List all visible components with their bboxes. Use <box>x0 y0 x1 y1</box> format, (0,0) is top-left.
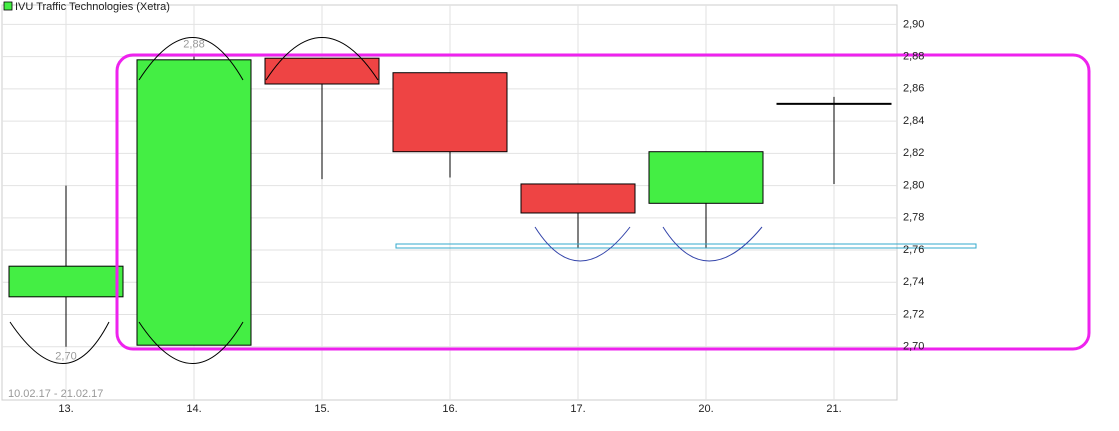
x-tick-label: 14. <box>186 403 201 415</box>
annotation-curves <box>9 37 379 364</box>
x-tick-label: 16. <box>442 403 457 415</box>
candle-body <box>648 151 764 204</box>
y-tick-label: 2,88 <box>903 50 924 62</box>
data-label: 2,70 <box>55 351 76 363</box>
y-tick-label: 2,78 <box>903 212 924 224</box>
y-tick-label: 2,86 <box>903 83 924 95</box>
data-label: 2,88 <box>183 38 204 50</box>
candles <box>8 56 892 347</box>
legend-swatch <box>3 1 13 11</box>
chart-title: IVU Traffic Technologies (Xetra) <box>15 1 170 13</box>
y-tick-label: 2,72 <box>903 308 924 320</box>
annotation-curves-blue <box>534 226 763 262</box>
x-tick-label: 17. <box>570 403 585 415</box>
y-tick-label: 2,70 <box>903 341 924 353</box>
date-range: 10.02.17 - 21.02.17 <box>8 388 103 400</box>
y-tick-label: 2,82 <box>903 147 924 159</box>
x-tick-label: 21. <box>826 403 841 415</box>
y-tick-label: 2,84 <box>903 115 924 127</box>
candle-body <box>776 102 892 105</box>
y-tick-label: 2,90 <box>903 18 924 30</box>
candle-body <box>264 57 380 85</box>
highlight-box <box>115 53 1091 351</box>
y-tick-label: 2,76 <box>903 244 924 256</box>
candle-body <box>392 72 508 153</box>
y-tick-label: 2,80 <box>903 179 924 191</box>
x-tick-label: 13. <box>58 403 73 415</box>
x-tick-label: 15. <box>314 403 329 415</box>
y-tick-label: 2,74 <box>903 276 924 288</box>
support-line <box>395 243 977 249</box>
candle-body <box>520 183 636 214</box>
x-tick-label: 20. <box>698 403 713 415</box>
candle-body <box>8 265 124 298</box>
candle-body <box>136 59 252 346</box>
